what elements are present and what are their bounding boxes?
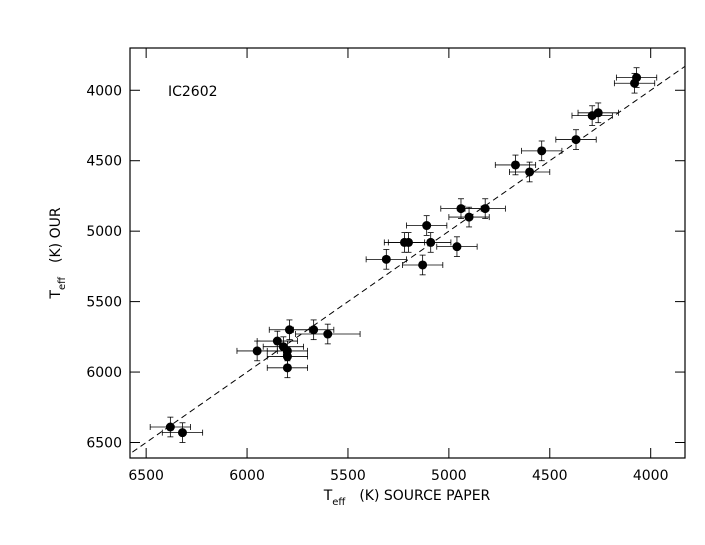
point xyxy=(282,352,292,362)
y-tick-label: 4000 xyxy=(86,83,122,99)
x-label-sub: eff xyxy=(332,497,346,508)
point xyxy=(593,108,603,118)
x-tick-label: 4000 xyxy=(633,468,669,484)
y-axis-label: Teff (K) OUR xyxy=(48,207,68,299)
x-tick-label: 6000 xyxy=(229,468,265,484)
point xyxy=(452,242,462,252)
x-label-rest: (K) SOURCE PAPER xyxy=(359,488,490,504)
point xyxy=(282,363,292,373)
point xyxy=(272,336,282,346)
annotation: IC2602 xyxy=(168,84,218,100)
point xyxy=(177,428,187,438)
point xyxy=(381,254,391,264)
point xyxy=(464,212,474,222)
point xyxy=(632,73,642,83)
x-tick-label: 5000 xyxy=(431,468,467,484)
y-label-sub: eff xyxy=(57,276,68,290)
point xyxy=(418,260,428,270)
y-tick-label: 6000 xyxy=(86,365,122,381)
point xyxy=(426,237,436,247)
point xyxy=(309,325,319,335)
identity-line xyxy=(130,65,685,455)
point xyxy=(480,204,490,214)
y-tick-label: 5500 xyxy=(86,295,122,311)
y-label-main: T xyxy=(48,290,64,300)
point xyxy=(252,346,262,356)
x-axis-label: Teff (K) SOURCE PAPER xyxy=(323,488,491,508)
point xyxy=(571,135,581,145)
plot-frame xyxy=(129,47,686,459)
point xyxy=(165,422,175,432)
x-tick-label: 4500 xyxy=(532,468,568,484)
x-tick-label: 6500 xyxy=(128,468,164,484)
point xyxy=(537,146,547,156)
point xyxy=(284,325,294,335)
point xyxy=(422,221,432,231)
x-tick-label: 5500 xyxy=(330,468,366,484)
point xyxy=(456,204,466,214)
point xyxy=(525,167,535,177)
y-label-rest: (K) OUR xyxy=(48,207,64,263)
y-tick-label: 6500 xyxy=(86,436,122,452)
point xyxy=(510,160,520,170)
y-tick-label: 5000 xyxy=(86,224,122,240)
x-label-main: T xyxy=(323,488,333,504)
y-tick-label: 4500 xyxy=(86,154,122,170)
point xyxy=(323,329,333,339)
